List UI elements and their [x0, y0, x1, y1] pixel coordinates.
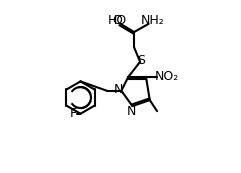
- Text: N: N: [114, 83, 123, 95]
- Text: S: S: [137, 54, 145, 67]
- Text: NH₂: NH₂: [141, 14, 164, 27]
- Text: HO: HO: [107, 14, 127, 27]
- Text: O: O: [112, 14, 122, 27]
- Text: N: N: [127, 105, 136, 118]
- Text: F: F: [70, 107, 77, 120]
- Text: NO₂: NO₂: [154, 70, 179, 83]
